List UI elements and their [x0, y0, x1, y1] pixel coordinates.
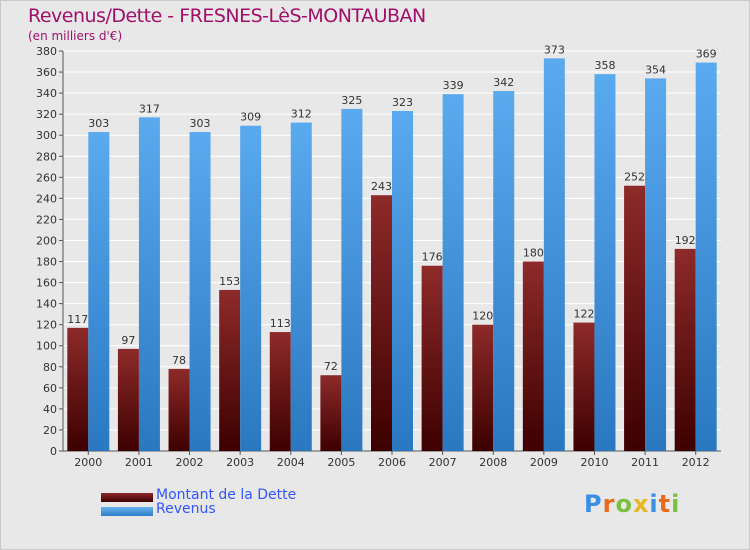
x-tick-label: 2009 — [530, 456, 558, 469]
x-tick-label: 2002 — [176, 456, 204, 469]
bar-dette — [573, 322, 595, 451]
data-label: 303 — [88, 117, 109, 130]
bar-revenus — [543, 58, 565, 452]
data-label: 192 — [675, 234, 696, 247]
bar-dette — [269, 332, 291, 451]
data-label: 72 — [324, 360, 338, 373]
y-tick-label: 40 — [43, 403, 57, 416]
data-label: 120 — [472, 310, 493, 323]
x-tick-label: 2003 — [226, 456, 254, 469]
legend-label-revenus: Revenus — [156, 501, 216, 517]
bar-revenus — [138, 117, 160, 451]
bar-revenus — [645, 78, 667, 452]
data-label: 358 — [594, 59, 615, 72]
legend-swatch-dette — [101, 493, 153, 502]
data-label: 122 — [573, 308, 594, 321]
bar-dette — [421, 265, 443, 451]
y-tick-label: 220 — [36, 213, 57, 226]
data-label: 342 — [493, 76, 514, 89]
data-label: 180 — [523, 247, 544, 260]
y-tick-label: 100 — [36, 340, 57, 353]
x-tick-label: 2011 — [631, 456, 659, 469]
y-tick-label: 380 — [36, 45, 57, 58]
data-label: 78 — [172, 354, 186, 367]
bar-revenus — [594, 74, 616, 451]
data-label: 354 — [645, 63, 666, 76]
bar-revenus — [442, 94, 464, 451]
bar-revenus — [341, 108, 363, 451]
data-label: 323 — [392, 96, 413, 109]
y-tick-label: 260 — [36, 171, 57, 184]
y-tick-label: 160 — [36, 277, 57, 290]
x-tick-label: 2005 — [327, 456, 355, 469]
data-label: 317 — [139, 102, 160, 115]
bar-revenus — [240, 125, 262, 451]
bar-dette — [117, 348, 139, 451]
data-label: 303 — [190, 117, 211, 130]
data-label: 113 — [270, 317, 291, 330]
data-label: 312 — [291, 108, 312, 121]
bar-revenus — [695, 62, 717, 451]
data-label: 252 — [624, 171, 645, 184]
bar-dette — [371, 195, 392, 451]
y-tick-label: 140 — [36, 298, 57, 311]
x-tick-label: 2001 — [125, 456, 153, 469]
bar-revenus — [88, 132, 110, 452]
y-tick-label: 0 — [50, 445, 57, 458]
x-tick-label: 2010 — [580, 456, 608, 469]
data-label: 339 — [443, 79, 464, 92]
data-label: 176 — [422, 251, 443, 264]
bar-revenus — [392, 111, 413, 451]
legend-label-dette: Montant de la Dette — [156, 487, 297, 503]
y-tick-label: 120 — [36, 319, 57, 332]
data-label: 243 — [371, 180, 392, 193]
data-label: 369 — [696, 48, 717, 61]
bar-revenus — [290, 122, 312, 451]
data-label: 373 — [544, 43, 565, 56]
y-tick-label: 320 — [36, 108, 57, 121]
bar-dette — [472, 324, 494, 451]
x-tick-label: 2004 — [277, 456, 305, 469]
bar-dette — [67, 327, 89, 451]
bar-dette — [624, 185, 646, 451]
y-tick-label: 300 — [36, 129, 57, 142]
x-tick-label: 2008 — [479, 456, 507, 469]
data-label: 97 — [121, 334, 135, 347]
data-label: 325 — [341, 94, 362, 107]
x-tick-label: 2007 — [429, 456, 457, 469]
proxiti-logo: Proxiti — [584, 490, 681, 518]
data-label: 117 — [67, 313, 88, 326]
y-tick-label: 280 — [36, 150, 57, 163]
x-tick-label: 2012 — [682, 456, 710, 469]
y-tick-label: 60 — [43, 382, 57, 395]
data-label: 309 — [240, 111, 261, 124]
data-label: 153 — [219, 275, 240, 288]
chart-subtitle: (en milliers d'€) — [28, 29, 123, 43]
legend-swatch-revenus — [101, 507, 153, 516]
y-tick-label: 180 — [36, 256, 57, 269]
bar-dette — [674, 248, 696, 451]
bar-dette — [168, 368, 190, 451]
y-tick-label: 340 — [36, 87, 57, 100]
y-tick-label: 80 — [43, 361, 57, 374]
chart-title: Revenus/Dette - FRESNES-LèS-MONTAUBAN — [28, 5, 426, 27]
y-tick-label: 20 — [43, 424, 57, 437]
x-tick-label: 2000 — [74, 456, 102, 469]
bar-dette — [320, 375, 342, 451]
y-tick-label: 200 — [36, 234, 57, 247]
bar-revenus — [493, 91, 515, 451]
y-tick-label: 240 — [36, 192, 57, 205]
y-tick-label: 360 — [36, 66, 57, 79]
bar-revenus — [189, 132, 211, 452]
bar-dette — [219, 289, 241, 451]
bar-dette — [522, 261, 544, 451]
x-tick-label: 2006 — [378, 456, 406, 469]
